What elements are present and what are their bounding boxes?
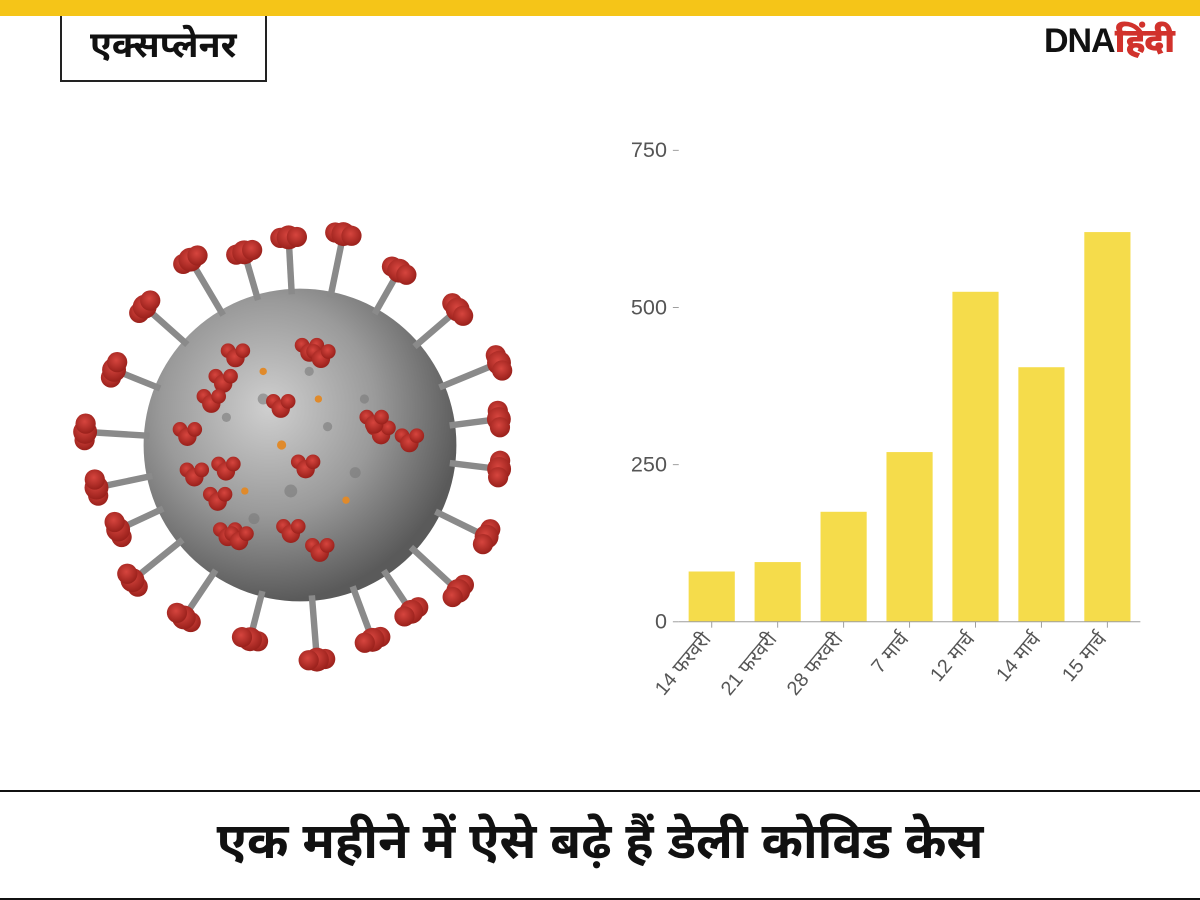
chart-bar — [821, 512, 867, 622]
brand-logo: DNAहिंदी — [1044, 22, 1174, 66]
xtick-label: 14 मार्च — [991, 627, 1046, 686]
top-banner — [0, 0, 1200, 16]
ytick-label: 0 — [655, 609, 667, 634]
ytick-label: 750 — [631, 137, 667, 162]
xtick-label: 21 फरवरी — [717, 628, 782, 700]
headline-text: एक महीने में ऐसे बढ़े हैं डेली कोविड केस — [217, 812, 984, 879]
category-label: एक्सप्लेनर — [90, 24, 237, 65]
ytick-label: 500 — [631, 294, 667, 319]
xtick-label: 28 फरवरी — [783, 628, 848, 700]
chart-bar — [689, 572, 735, 622]
xtick-label: 15 मार्च — [1057, 627, 1112, 686]
chart-bar — [755, 562, 801, 622]
chart-bar — [1018, 367, 1064, 622]
chart-bar — [952, 292, 998, 622]
xtick-label: 14 फरवरी — [651, 628, 716, 700]
content-row: 0 250 500 750 14 फरवरी21 फरवरी28 फरवरी 7 मार… — [0, 100, 1200, 790]
cases-bar-chart: 0 250 500 750 14 फरवरी21 फरवरी28 फरवरी 7 मार… — [610, 110, 1160, 780]
chart-bar — [1084, 232, 1130, 622]
chart-panel: 0 250 500 750 14 फरवरी21 फरवरी28 फरवरी 7 मार… — [600, 100, 1200, 790]
logo-primary: DNA — [1044, 22, 1115, 60]
illustration-panel — [0, 100, 600, 790]
headline-bar: एक महीने में ऐसे बढ़े हैं डेली कोविड केस — [0, 790, 1200, 900]
xtick-label: 7 मार्च — [866, 627, 914, 678]
xtick-label: 12 मार्च — [925, 627, 980, 686]
ytick-label: 250 — [631, 452, 667, 477]
chart-bar — [886, 452, 932, 622]
logo-secondary: हिंदी — [1115, 22, 1174, 60]
coronavirus-icon — [70, 215, 530, 675]
category-tab: एक्सप्लेनर — [60, 16, 267, 82]
